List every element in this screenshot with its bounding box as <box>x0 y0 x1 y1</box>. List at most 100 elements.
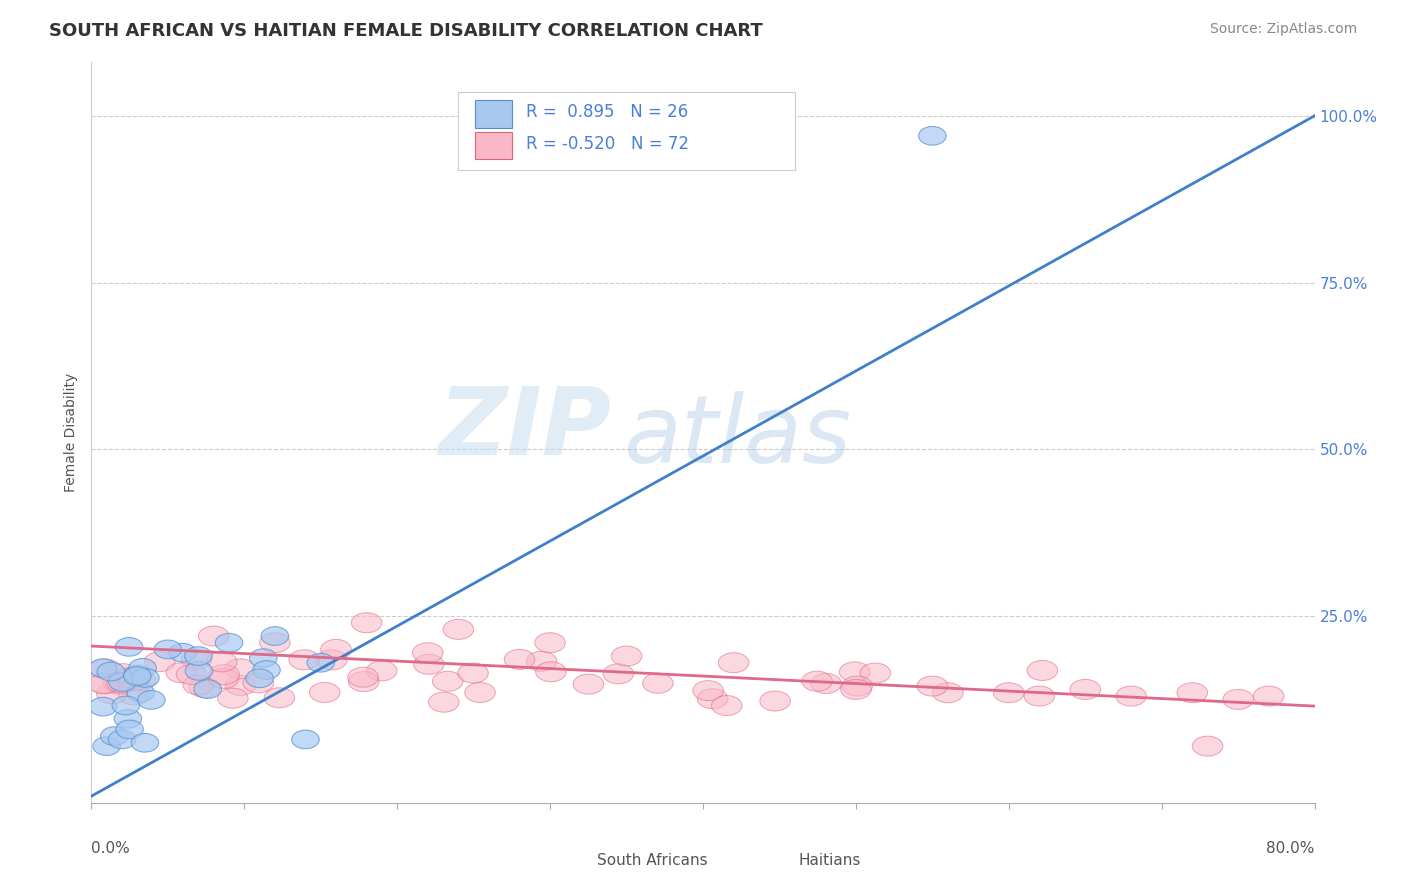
Ellipse shape <box>316 650 347 670</box>
Ellipse shape <box>155 640 181 658</box>
Ellipse shape <box>169 643 197 662</box>
Ellipse shape <box>90 659 121 679</box>
Ellipse shape <box>291 730 319 748</box>
Ellipse shape <box>127 683 155 702</box>
Ellipse shape <box>112 668 143 688</box>
Ellipse shape <box>603 664 634 684</box>
Ellipse shape <box>176 665 207 684</box>
Ellipse shape <box>347 667 378 687</box>
Ellipse shape <box>412 643 443 663</box>
Ellipse shape <box>138 690 165 709</box>
Ellipse shape <box>97 662 125 681</box>
FancyBboxPatch shape <box>458 92 794 169</box>
Ellipse shape <box>433 672 463 691</box>
Ellipse shape <box>264 688 295 707</box>
Ellipse shape <box>321 640 352 659</box>
Ellipse shape <box>183 675 214 695</box>
Ellipse shape <box>131 733 159 752</box>
Ellipse shape <box>114 709 142 728</box>
Text: Haitians: Haitians <box>799 853 860 868</box>
Ellipse shape <box>132 669 159 687</box>
Ellipse shape <box>107 673 138 693</box>
Ellipse shape <box>215 633 243 652</box>
Ellipse shape <box>89 673 120 694</box>
Ellipse shape <box>114 668 145 688</box>
Ellipse shape <box>307 654 335 672</box>
Ellipse shape <box>188 677 219 698</box>
FancyBboxPatch shape <box>751 848 787 872</box>
Ellipse shape <box>124 665 152 684</box>
Ellipse shape <box>225 675 256 696</box>
Ellipse shape <box>218 689 247 708</box>
Ellipse shape <box>115 638 143 657</box>
Y-axis label: Female Disability: Female Disability <box>63 373 77 492</box>
Ellipse shape <box>759 691 790 711</box>
Ellipse shape <box>129 658 156 677</box>
Ellipse shape <box>145 651 176 672</box>
Ellipse shape <box>253 661 280 680</box>
Ellipse shape <box>90 698 117 716</box>
Ellipse shape <box>574 674 603 694</box>
Ellipse shape <box>536 662 567 681</box>
Text: Source: ZipAtlas.com: Source: ZipAtlas.com <box>1209 22 1357 37</box>
Ellipse shape <box>198 626 229 646</box>
Ellipse shape <box>841 680 872 699</box>
Ellipse shape <box>108 730 136 748</box>
Ellipse shape <box>932 682 963 703</box>
Ellipse shape <box>534 632 565 653</box>
Text: R = -0.520   N = 72: R = -0.520 N = 72 <box>526 135 689 153</box>
Ellipse shape <box>208 668 239 689</box>
Ellipse shape <box>186 662 212 681</box>
Ellipse shape <box>246 669 273 688</box>
Ellipse shape <box>181 649 212 670</box>
Ellipse shape <box>124 666 150 685</box>
Ellipse shape <box>413 654 444 674</box>
Ellipse shape <box>505 649 534 669</box>
Ellipse shape <box>166 663 197 682</box>
Ellipse shape <box>526 651 557 672</box>
Ellipse shape <box>697 689 728 709</box>
Ellipse shape <box>262 627 288 646</box>
Text: 0.0%: 0.0% <box>91 841 131 856</box>
Ellipse shape <box>839 662 870 681</box>
Ellipse shape <box>429 692 460 712</box>
FancyBboxPatch shape <box>548 848 585 872</box>
Ellipse shape <box>89 673 120 693</box>
Ellipse shape <box>101 727 128 746</box>
Ellipse shape <box>711 696 742 715</box>
Ellipse shape <box>103 673 134 692</box>
Ellipse shape <box>465 682 495 703</box>
Ellipse shape <box>801 671 832 691</box>
Ellipse shape <box>352 613 382 632</box>
Text: 80.0%: 80.0% <box>1267 841 1315 856</box>
FancyBboxPatch shape <box>475 100 512 128</box>
Text: R =  0.895   N = 26: R = 0.895 N = 26 <box>526 103 688 121</box>
Ellipse shape <box>208 665 239 684</box>
Ellipse shape <box>184 647 212 665</box>
Ellipse shape <box>443 619 474 640</box>
Text: atlas: atlas <box>623 391 852 482</box>
Ellipse shape <box>108 664 138 683</box>
Ellipse shape <box>693 681 724 700</box>
Ellipse shape <box>120 685 149 705</box>
Ellipse shape <box>917 676 948 696</box>
Ellipse shape <box>93 737 121 756</box>
Ellipse shape <box>918 127 946 145</box>
Ellipse shape <box>1070 680 1101 699</box>
Ellipse shape <box>97 684 127 704</box>
Ellipse shape <box>458 663 488 683</box>
Ellipse shape <box>243 673 274 693</box>
Ellipse shape <box>367 661 396 681</box>
Ellipse shape <box>89 659 117 678</box>
Ellipse shape <box>115 669 146 689</box>
Ellipse shape <box>288 649 319 670</box>
Ellipse shape <box>718 653 749 673</box>
Ellipse shape <box>349 672 380 691</box>
Ellipse shape <box>249 648 277 667</box>
Ellipse shape <box>1116 686 1146 706</box>
Ellipse shape <box>1177 682 1208 703</box>
Ellipse shape <box>811 673 841 693</box>
Ellipse shape <box>104 674 135 695</box>
Ellipse shape <box>612 646 643 666</box>
FancyBboxPatch shape <box>475 132 512 160</box>
